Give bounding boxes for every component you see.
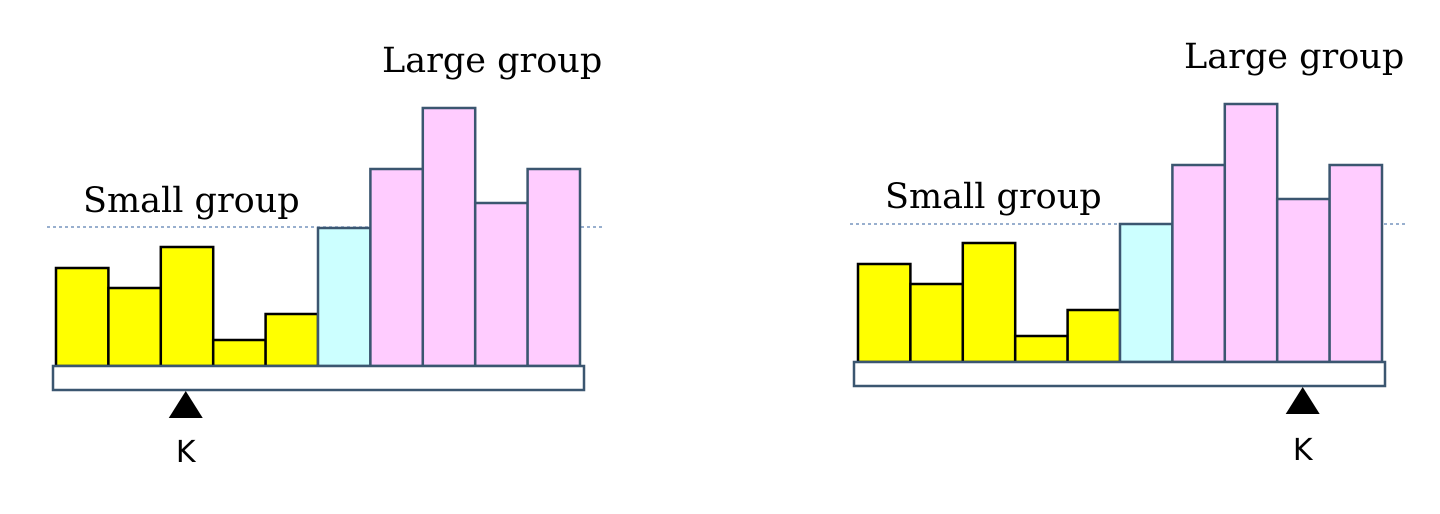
bar-small (54, 266, 110, 368)
bar-small (1013, 334, 1069, 364)
balance-beam (51, 364, 586, 392)
bar-group (856, 102, 1384, 364)
small-group-label: Small group (885, 177, 1102, 217)
bar-small (909, 282, 965, 364)
bar-group (54, 106, 582, 368)
bar-large (1223, 102, 1279, 364)
bar-large (1171, 163, 1227, 364)
balance-panel-right: Large group Small group K (850, 37, 1408, 468)
bar-small (107, 286, 163, 368)
bar-pivot (316, 226, 372, 368)
fulcrum-label: K (176, 435, 197, 470)
large-group-label: Large group (382, 41, 602, 81)
bar-large (421, 106, 477, 368)
bar-small (159, 245, 215, 368)
bar-large (1275, 197, 1331, 364)
bar-large (369, 167, 425, 368)
bar-small (264, 312, 320, 368)
balance-beam (852, 360, 1387, 388)
bar-large (1328, 163, 1384, 364)
fulcrum-triangle (168, 391, 203, 418)
large-group-label: Large group (1184, 37, 1404, 77)
balance-panel-left: Large group Small group K (47, 41, 604, 470)
small-group-label: Small group (83, 181, 300, 221)
bar-small (961, 241, 1017, 364)
bar-large (473, 201, 529, 368)
bar-small (856, 262, 912, 364)
bar-large (526, 167, 582, 368)
bar-small (1066, 308, 1122, 364)
fulcrum-label: K (1293, 433, 1314, 468)
bar-small (211, 338, 267, 368)
bar-pivot (1118, 222, 1174, 364)
fulcrum-triangle (1285, 387, 1320, 414)
